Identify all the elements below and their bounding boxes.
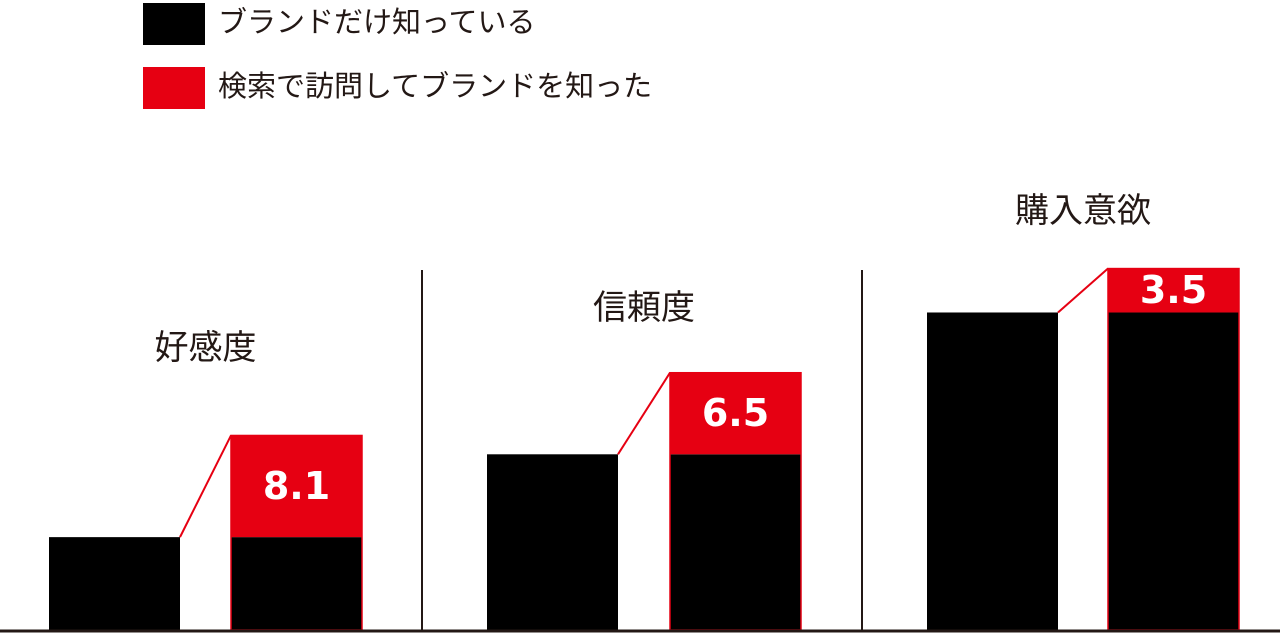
legend-label: 検索で訪問してブランドを知った xyxy=(218,69,652,103)
legend-swatch xyxy=(143,3,205,45)
bar xyxy=(927,312,1058,630)
bar-increment xyxy=(1108,268,1239,313)
value-label: 8.1 xyxy=(263,464,330,508)
category-label: 信頼度 xyxy=(593,288,695,328)
connector xyxy=(617,372,671,455)
bar xyxy=(49,537,180,630)
value-label: 3.5 xyxy=(1140,268,1207,312)
category-label: 購入意欲 xyxy=(1015,191,1151,231)
bar xyxy=(231,537,362,630)
legend-swatch xyxy=(143,67,205,109)
bar xyxy=(1108,312,1239,630)
bar-increment xyxy=(231,435,362,538)
bar-increment xyxy=(670,372,801,455)
bar xyxy=(670,454,801,630)
legend-label: ブランドだけ知っている xyxy=(218,5,536,39)
value-label: 6.5 xyxy=(702,391,769,435)
bar xyxy=(487,454,618,630)
category-label: 好感度 xyxy=(155,328,257,368)
connector xyxy=(179,435,232,538)
connector xyxy=(1057,267,1109,314)
